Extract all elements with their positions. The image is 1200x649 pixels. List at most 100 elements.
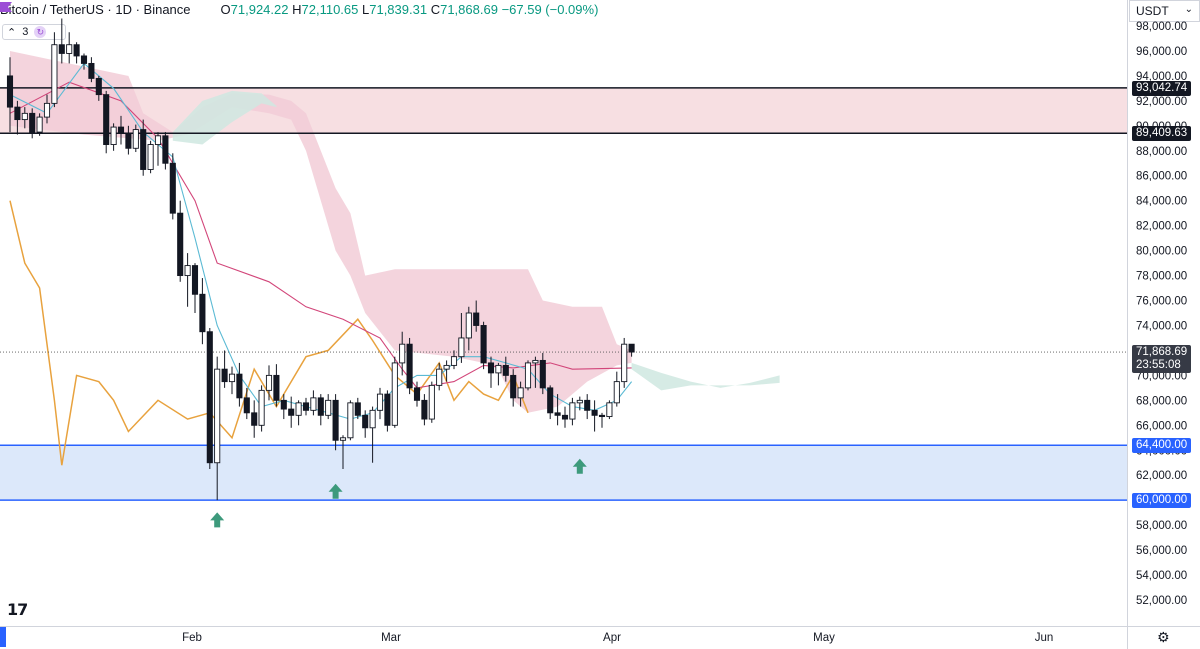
y-tick-label: 66,000.00 [1136, 420, 1187, 432]
candle-body [58, 44, 65, 54]
y-tick-label: 70,000.00 [1136, 370, 1187, 382]
candle-body [413, 387, 421, 401]
candle-body [524, 362, 532, 389]
currency-label: USDT [1136, 4, 1169, 18]
candle-body [539, 359, 546, 389]
y-tick-label: 84,000.00 [1136, 196, 1187, 208]
resistance-zone [0, 87, 1127, 134]
y-tick-label: 96,000.00 [1136, 46, 1187, 58]
indicator-toggle[interactable]: ⌃ 3 ↻ [2, 24, 66, 40]
y-tick-label: 58,000.00 [1136, 520, 1187, 532]
candle-body [73, 44, 80, 57]
candle-body [621, 343, 628, 383]
candle-body [561, 414, 569, 420]
change-value: −67.59 (−0.09%) [501, 2, 599, 17]
high-value: 72,110.65 [301, 2, 359, 17]
y-tick-label: 88,000.00 [1136, 146, 1187, 158]
time-cursor-marker [0, 627, 6, 647]
currency-selector[interactable]: USDT ⌄ [1129, 0, 1200, 22]
candle-body [162, 135, 169, 164]
candle-body [317, 397, 324, 416]
x-tick-label: Mar [381, 632, 401, 644]
symbol-title[interactable]: Bitcoin / TetherUS · 1D · Binance [0, 2, 191, 17]
candle-body [221, 368, 228, 383]
candle-body [310, 397, 317, 411]
candle-body [140, 129, 147, 170]
candle-body [339, 437, 347, 441]
price-tag: 64,400.00 [1132, 438, 1192, 454]
candle-body [354, 402, 361, 416]
candle-body [295, 402, 302, 416]
candle-body [517, 387, 524, 399]
candle-body [591, 409, 598, 416]
candle-body [147, 144, 154, 170]
y-tick-label: 98,000.00 [1136, 21, 1187, 33]
y-tick-label: 62,000.00 [1136, 470, 1187, 482]
indicator-count: 3 [22, 26, 29, 38]
candle-body [110, 126, 117, 145]
up-arrow-icon [210, 512, 225, 528]
candle-body [332, 399, 339, 441]
candle-body [384, 393, 391, 426]
sync-icon[interactable]: ↻ [34, 26, 47, 38]
y-tick-label: 52,000.00 [1136, 595, 1187, 607]
candle-body [177, 212, 184, 277]
candle-body [29, 112, 36, 133]
candle-body [88, 62, 95, 79]
y-tick-label: 74,000.00 [1136, 320, 1187, 332]
candle-body [369, 409, 376, 429]
candle-body [613, 381, 620, 404]
support-zone [0, 445, 1127, 501]
candle-body [154, 135, 162, 145]
candle-body [51, 44, 58, 104]
candle-body [598, 414, 606, 418]
chevron-down-icon: ⌄ [1184, 4, 1193, 15]
candle-body [36, 116, 43, 133]
close-value: 71,868.69 [440, 2, 498, 17]
candle-body [43, 102, 51, 118]
candle-body [465, 312, 472, 339]
price-tag: 93,042.74 [1132, 80, 1192, 96]
gear-icon[interactable]: ⚙ [1157, 629, 1170, 645]
x-tick-label: May [813, 632, 835, 644]
flag-icon[interactable] [0, 2, 211, 15]
candle-body [80, 55, 88, 64]
price-tag: 60,000.00 [1132, 493, 1192, 509]
candle-body [258, 389, 265, 426]
candle-body [443, 364, 450, 370]
tradingview-logo-icon[interactable]: 17 [7, 600, 28, 619]
candle-body [376, 393, 384, 411]
candle-body [532, 359, 539, 364]
last-price-value: 71,868.69 [1136, 346, 1188, 359]
candle-body [302, 402, 310, 411]
candle-body [280, 399, 287, 410]
candle-body [406, 343, 413, 389]
candle-body [450, 356, 458, 366]
candle-body [606, 402, 613, 418]
candle-body [554, 412, 561, 416]
candle-body [362, 414, 369, 429]
kumo-cloud-bullish-jan [172, 90, 277, 145]
y-tick-label: 56,000.00 [1136, 545, 1187, 557]
candle-body [510, 374, 517, 399]
candle-body [243, 397, 250, 414]
candle-body [236, 373, 243, 399]
candle-body [480, 325, 487, 364]
candle-body [288, 408, 295, 416]
candle-body [265, 374, 273, 391]
candle-body [584, 399, 591, 411]
candle-body [273, 374, 280, 401]
x-tick-label: Jun [1035, 632, 1054, 644]
candle-body [125, 132, 132, 149]
chikou-span-line [9, 200, 529, 466]
candle-body [399, 343, 406, 364]
candle-body [21, 112, 28, 121]
candle-body [569, 402, 576, 420]
bar-countdown: 23:55:08 [1136, 359, 1181, 372]
candle-body [132, 129, 139, 149]
candle-body [391, 362, 398, 426]
candle-body [206, 331, 213, 464]
open-value: 71,924.22 [230, 2, 289, 17]
